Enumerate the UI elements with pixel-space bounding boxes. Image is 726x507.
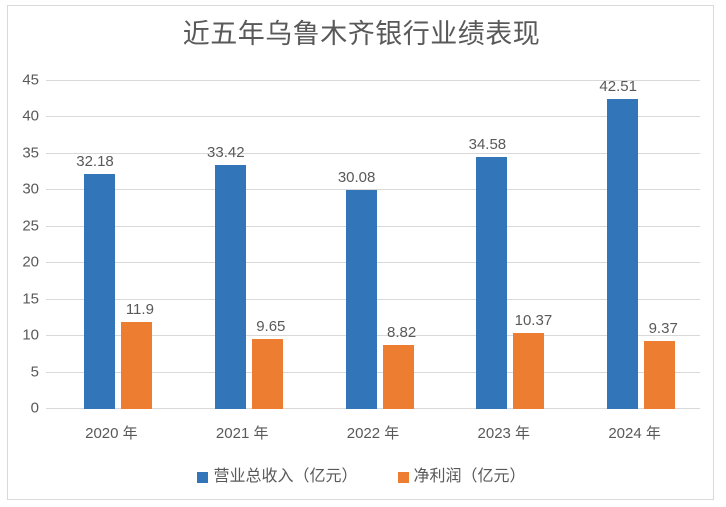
legend-swatch-icon [397,471,409,483]
bar-group: 30.08 8.82 [308,81,439,409]
bar-value-label: 33.42 [207,144,245,162]
bar-net-profit[interactable]: 8.82 [382,324,416,409]
legend-swatch-icon [197,471,209,483]
bar-revenue[interactable]: 30.08 [338,169,377,409]
bar-revenue[interactable]: 42.51 [599,78,639,409]
legend-label: 营业总收入（亿元） [213,468,358,485]
bar-value-label: 9.65 [256,317,286,335]
x-axis-tick-label: 2024 年 [608,425,661,442]
bar-group: 33.42 9.65 [177,81,308,409]
y-axis-tick-label: 30 [22,180,39,198]
bar-group: 34.58 10.37 [438,81,569,409]
bar-value-label: 32.18 [76,153,114,171]
x-axis-tick-label: 2021 年 [215,425,269,442]
x-axis-tick-label: 2020 年 [85,425,138,442]
gridline: 35 [22,145,700,160]
x-axis-tick-label: 2022 年 [346,425,400,442]
bar-value-label: 34.58 [468,135,507,153]
y-axis-tick-label: 40 [22,107,39,125]
bar-value-label: 30.08 [337,168,376,186]
bar-value-label: 9.37 [648,319,678,337]
y-axis-tick-label: 35 [22,144,39,162]
bar-revenue[interactable]: 33.42 [207,144,246,409]
gridline: 40 [22,109,700,124]
bar-net-profit[interactable]: 9.37 [644,320,678,409]
chart-container: 近五年乌鲁木齐银行业绩表现 0 5 10 15 20 25 30 35 40 45 32.18 11.… [7,5,714,500]
bar-net-profit[interactable]: 10.37 [513,312,552,409]
y-axis-tick-label: 0 [30,399,39,417]
y-axis-tick-label: 45 [22,71,39,89]
legend-item-revenue[interactable]: 营业总收入（亿元） [197,468,358,486]
y-axis-tick-label: 10 [22,326,39,344]
bar-net-profit[interactable]: 11.9 [121,301,154,409]
y-axis-tick-label: 5 [30,363,39,381]
y-axis-tick-label: 25 [22,217,39,235]
bar-group: 32.18 11.9 [46,81,177,409]
bar-net-profit[interactable]: 9.65 [251,318,285,409]
bar-group: 42.51 9.37 [569,78,700,409]
x-axis: 2020 年 2021 年 2022 年 2023 年 2024 年 [46,409,700,449]
chart-title: 近五年乌鲁木齐银行业绩表现 [182,19,541,49]
y-axis-tick-label: 20 [22,253,39,271]
bar-revenue[interactable]: 32.18 [76,153,115,409]
legend-label: 净利润（亿元） [413,468,526,485]
plot-area: 0 5 10 15 20 25 30 35 40 45 32.18 11.9 33.42 9.65 30.0… [22,73,700,416]
y-axis-tick-label: 15 [22,290,39,308]
x-axis-tick-label: 2023 年 [477,425,531,442]
legend-item-net-profit[interactable]: 净利润（亿元） [397,468,526,486]
bar-value-label: 10.37 [514,312,553,330]
bar-revenue[interactable]: 34.58 [469,136,508,409]
bar-value-label: 8.82 [386,323,417,341]
bar-value-label: 42.51 [599,78,637,96]
bar-value-label: 11.9 [125,301,154,319]
chart-legend: 营业总收入（亿元） 净利润（亿元） [8,468,715,486]
gridline: 45 [22,73,700,88]
